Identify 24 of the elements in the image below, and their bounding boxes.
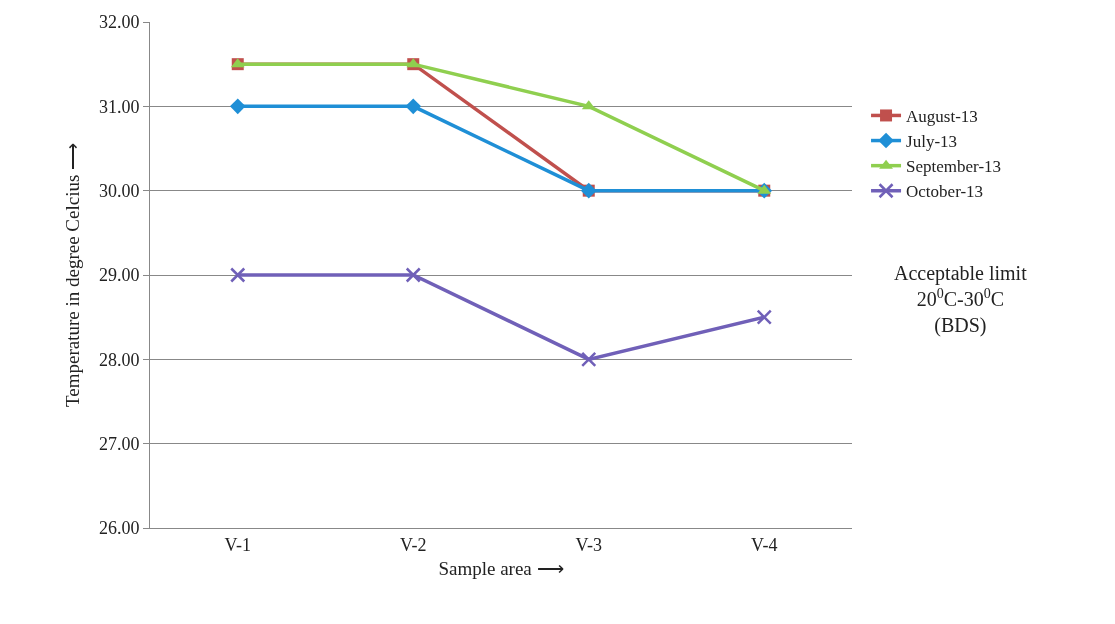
legend-label: August-13 bbox=[906, 107, 978, 127]
legend-label: September-13 bbox=[906, 157, 1002, 177]
point bbox=[405, 267, 421, 283]
x-tick-label: V-1 bbox=[224, 534, 251, 555]
point bbox=[756, 309, 772, 325]
y-tick-label: 28.00 bbox=[98, 349, 140, 370]
legend-label: July-13 bbox=[906, 132, 958, 152]
y-tick-label: 29.00 bbox=[98, 265, 140, 286]
x-axis-title: Sample area ⟶ bbox=[438, 558, 564, 580]
text: Acceptable limit 20$^{0}$C-30$^{0}$C (BDS) bbox=[894, 262, 1028, 337]
x-tick-label: V-2 bbox=[400, 534, 427, 555]
y-tick-label: 27.00 bbox=[98, 433, 140, 454]
x-tick-label: V-4 bbox=[751, 534, 778, 555]
y-tick-label: 26.00 bbox=[98, 518, 140, 539]
y-tick-label: 30.00 bbox=[98, 180, 140, 201]
y-tick-label: 31.00 bbox=[98, 96, 140, 117]
x-tick-label: V-3 bbox=[575, 534, 602, 555]
point bbox=[581, 351, 597, 368]
point bbox=[405, 98, 422, 115]
point bbox=[230, 267, 246, 283]
point bbox=[229, 98, 246, 115]
y-axis-title: Temperature in degree Celcius ⟶ bbox=[61, 142, 83, 408]
y-tick-label: 32.00 bbox=[98, 12, 140, 33]
legend-label: October-13 bbox=[906, 182, 984, 202]
